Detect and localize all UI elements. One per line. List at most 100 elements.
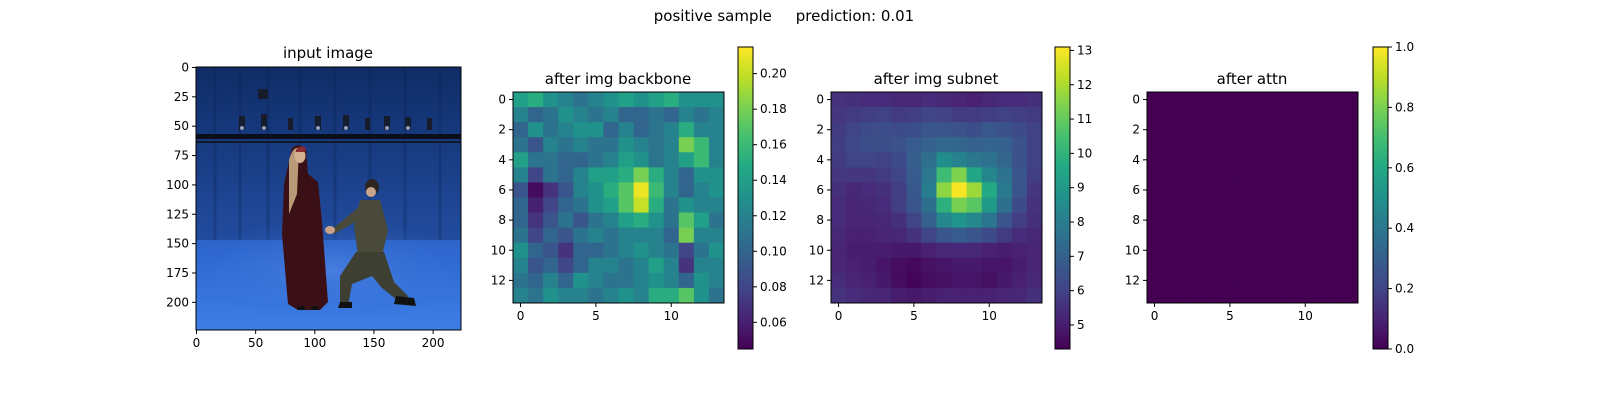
subnet-x-axis: 0 5 10 xyxy=(835,303,997,323)
subnet-colorbar-gradient xyxy=(1054,46,1071,350)
subnet-cell xyxy=(981,152,998,168)
subnet-cell xyxy=(951,137,968,153)
subnet-cell xyxy=(951,257,968,274)
subnet-cell xyxy=(996,287,1013,304)
subnet-cell xyxy=(966,167,983,183)
backbone-cell xyxy=(573,197,589,213)
attn-cell xyxy=(1177,182,1193,198)
attn-cell xyxy=(1312,167,1329,183)
backbone-cell xyxy=(663,197,680,213)
attn-cell xyxy=(1327,107,1344,123)
attn-cell xyxy=(1177,107,1193,123)
attn-cell xyxy=(1312,212,1329,229)
attn-cell xyxy=(1222,107,1238,123)
attn-cell xyxy=(1267,137,1284,153)
backbone-cell xyxy=(618,272,634,289)
subnet-cell xyxy=(891,122,907,138)
attn-cell xyxy=(1147,137,1163,153)
backbone-cell xyxy=(513,182,529,198)
backbone-cell xyxy=(528,107,544,123)
backbone-cell xyxy=(693,167,710,183)
subnet-cell xyxy=(996,122,1013,138)
subnet-cell xyxy=(951,242,968,259)
subnet-cell xyxy=(921,227,937,244)
subnet-cell xyxy=(951,122,968,138)
attn-cell xyxy=(1282,167,1299,183)
backbone-cell xyxy=(588,92,604,108)
backbone-cell xyxy=(558,137,574,153)
subnet-cell xyxy=(876,257,892,274)
subnet-heatmap-frame xyxy=(830,91,1043,304)
subnet-cell xyxy=(921,212,937,229)
subnet-ytick-label: 6 xyxy=(816,183,824,197)
subnet-cell xyxy=(861,137,877,153)
input-image-ytick-label: 175 xyxy=(166,266,189,280)
attn-cell xyxy=(1267,227,1284,244)
panel-title-input-image: input image xyxy=(283,44,373,62)
backbone-cell xyxy=(528,257,544,274)
subnet-cell xyxy=(906,242,922,259)
subnet-cell xyxy=(1011,257,1028,274)
backbone-cell xyxy=(663,107,680,123)
backbone-cell xyxy=(618,137,634,153)
backbone-cell xyxy=(588,122,604,138)
subnet-cell xyxy=(1011,287,1028,304)
backbone-cell xyxy=(513,107,529,123)
attn-cell xyxy=(1297,257,1314,274)
subnet-cell xyxy=(891,107,907,123)
attn-cell xyxy=(1177,137,1193,153)
subnet-cell xyxy=(966,152,983,168)
subnet-cell xyxy=(831,137,847,153)
attn-cell xyxy=(1282,272,1299,289)
backbone-cell xyxy=(618,197,634,213)
subnet-cell xyxy=(861,197,877,213)
attn-cell xyxy=(1312,272,1329,289)
subnet-cell xyxy=(1026,212,1043,229)
attn-cell xyxy=(1312,227,1329,244)
attn-cell xyxy=(1177,167,1193,183)
attn-colorbar: 0.0 0.2 0.4 0.6 0.8 1.0 xyxy=(1372,40,1414,356)
attn-cell xyxy=(1312,257,1329,274)
input-image-ytick-label: 125 xyxy=(166,207,189,221)
backbone-cell xyxy=(648,92,665,108)
backbone-cell xyxy=(588,227,604,244)
subnet-cell xyxy=(906,137,922,153)
subnet-cell xyxy=(966,272,983,289)
subnet-cell xyxy=(831,122,847,138)
attn-cell xyxy=(1237,152,1253,168)
attn-cell xyxy=(1192,257,1208,274)
attn-cell xyxy=(1177,197,1193,213)
backbone-cell xyxy=(603,182,619,198)
backbone-y-axis: 0 2 4 6 8 10 12 xyxy=(491,93,513,287)
backbone-cell xyxy=(513,152,529,168)
input-image-panel: input image xyxy=(166,44,462,350)
subnet-cell xyxy=(951,272,968,289)
backbone-cell xyxy=(573,242,589,259)
backbone-cell xyxy=(558,257,574,274)
backbone-cell xyxy=(663,152,680,168)
attn-cell xyxy=(1327,137,1344,153)
backbone-cell xyxy=(543,182,559,198)
subnet-cell xyxy=(846,92,862,108)
attn-cell xyxy=(1267,257,1284,274)
subnet-cell xyxy=(936,122,952,138)
backbone-cell xyxy=(648,182,665,198)
backbone-cell xyxy=(573,257,589,274)
attn-cell xyxy=(1297,242,1314,259)
subnet-cell xyxy=(846,107,862,123)
attn-cell xyxy=(1252,227,1268,244)
backbone-heatmap xyxy=(513,92,725,304)
subnet-cell xyxy=(831,107,847,123)
attn-cell xyxy=(1162,242,1178,259)
backbone-cell xyxy=(633,122,650,138)
backbone-cell xyxy=(528,137,544,153)
backbone-cell xyxy=(618,92,634,108)
attn-cell xyxy=(1297,272,1314,289)
backbone-cell xyxy=(648,212,665,229)
backbone-cell xyxy=(678,212,695,229)
attn-cell xyxy=(1327,257,1344,274)
backbone-cell xyxy=(543,272,559,289)
subnet-cell xyxy=(936,107,952,123)
backbone-cell xyxy=(633,272,650,289)
attn-cell xyxy=(1222,227,1238,244)
